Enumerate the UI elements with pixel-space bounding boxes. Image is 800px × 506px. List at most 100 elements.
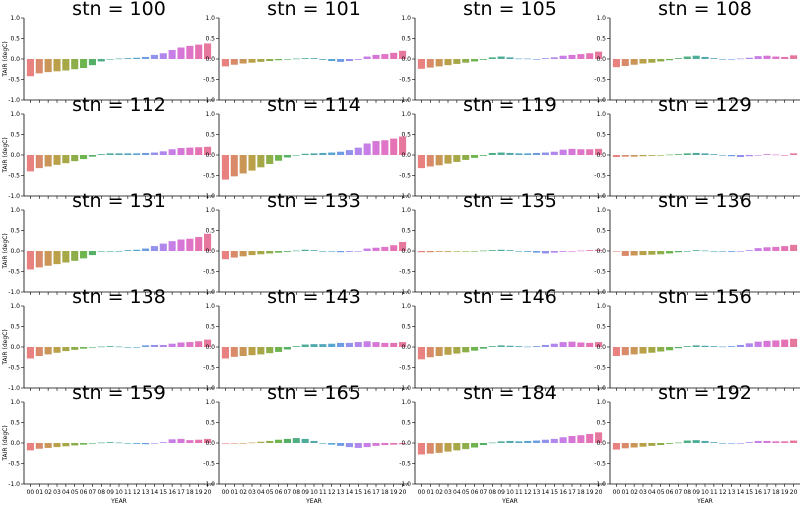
y-tick-label: 0.0: [596, 248, 606, 255]
bar-12: [133, 347, 141, 348]
bar-16: [168, 49, 176, 59]
y-tick-label: -0.5: [8, 461, 20, 468]
bar-00: [26, 347, 34, 359]
x-tick-label: 14: [151, 489, 159, 496]
bar-00: [26, 59, 34, 77]
bar-02: [44, 155, 52, 167]
bar-01: [35, 155, 43, 169]
bar-14: [150, 246, 158, 251]
bar-11: [515, 251, 523, 252]
x-tick-label: 03: [639, 489, 647, 496]
bar-04: [62, 347, 70, 352]
y-tick-label: 1.0: [10, 15, 20, 22]
y-tick-label: 1.0: [596, 15, 606, 22]
bar-12: [328, 152, 336, 155]
panel-title: stn = 119: [463, 94, 557, 116]
bar-06: [80, 443, 88, 445]
y-tick-label: -1.0: [8, 193, 20, 200]
y-tick-label: 1.0: [205, 111, 215, 118]
bar-12: [524, 153, 532, 155]
bar-14: [541, 152, 549, 155]
y-tick-label: 0.0: [10, 344, 20, 351]
bar-04: [62, 59, 70, 71]
bar-10: [310, 344, 318, 347]
bar-18: [577, 250, 585, 252]
bar-11: [319, 344, 327, 347]
bar-08: [488, 57, 496, 59]
panel-title: stn = 101: [267, 0, 361, 20]
bar-05: [462, 443, 470, 450]
bar-16: [363, 341, 371, 347]
bar-09: [106, 59, 114, 60]
bar-05: [462, 155, 470, 160]
bar-17: [763, 340, 771, 347]
bar-00: [417, 443, 425, 455]
bar-12: [719, 251, 727, 252]
x-tick-label: 10: [506, 489, 514, 496]
bar-19: [195, 147, 203, 155]
bar-04: [257, 59, 265, 62]
bar-19: [390, 138, 398, 155]
x-tick-label: 02: [44, 489, 52, 496]
bar-16: [363, 443, 371, 448]
panel-stn-105: stn = 105 -1.0 -0.5 0.0 0.5 1.0: [399, 0, 605, 104]
bar-16: [754, 341, 762, 347]
panel-stn-138: stn = 138 -1.0 -0.5 0.0 0.5 1.0 TAIR (degC): [2, 286, 214, 392]
bar-17: [372, 54, 380, 59]
bar-14: [345, 342, 353, 347]
bar-09: [692, 440, 700, 443]
y-tick-label: 0.5: [10, 420, 20, 427]
bar-03: [248, 442, 256, 444]
y-tick-label: -0.5: [8, 77, 20, 84]
y-tick-label: 0.5: [401, 324, 411, 331]
x-tick-label: 07: [89, 489, 97, 496]
panel-stn-101: stn = 101 -1.0 -0.5 0.0 0.5 1.0: [203, 0, 409, 104]
y-tick-label: -0.5: [203, 269, 215, 276]
bar-01: [621, 347, 629, 356]
y-tick-label: 0.5: [401, 228, 411, 235]
y-tick-label: -1.0: [399, 193, 411, 200]
panel-title: stn = 131: [72, 190, 166, 212]
bar-05: [266, 440, 274, 443]
bar-19: [390, 443, 398, 445]
bar-01: [426, 347, 434, 358]
bar-06: [471, 251, 479, 252]
y-tick-label: 0.0: [401, 152, 411, 159]
bar-16: [559, 342, 567, 347]
bar-07: [283, 438, 291, 443]
bar-00: [26, 443, 34, 451]
bar-17: [177, 239, 185, 251]
bar-07: [88, 59, 96, 66]
bar-15: [550, 251, 558, 253]
bar-03: [248, 155, 256, 171]
bar-12: [719, 443, 727, 444]
bar-10: [701, 56, 709, 59]
bar-06: [471, 443, 479, 448]
bar-05: [657, 59, 665, 62]
panel-stn-156: stn = 156 -1.0 -0.5 0.0 0.5 1.0: [594, 286, 800, 392]
bar-13: [728, 155, 736, 157]
bar-11: [124, 58, 132, 59]
y-tick-label: 1.0: [10, 399, 20, 406]
bar-09: [301, 249, 309, 251]
bar-01: [230, 155, 238, 177]
y-tick-label: -1.0: [594, 481, 606, 488]
bar-15: [550, 343, 558, 347]
bar-12: [524, 440, 532, 443]
bar-20: [204, 43, 212, 59]
bar-04: [257, 347, 265, 355]
x-tick-label: 08: [97, 489, 105, 496]
bar-09: [301, 438, 309, 443]
bar-18: [772, 246, 780, 251]
bar-08: [292, 155, 300, 156]
y-tick-label: 0.0: [205, 440, 215, 447]
bar-10: [506, 345, 514, 347]
bar-02: [630, 347, 638, 355]
y-tick-label: -1.0: [399, 97, 411, 104]
bar-15: [745, 343, 753, 347]
bar-20: [595, 342, 603, 347]
panel-stn-112: stn = 112 -1.0 -0.5 0.0 0.5 1.0 TAIR (degC): [2, 94, 214, 200]
bar-12: [133, 57, 141, 59]
bar-13: [533, 152, 541, 155]
